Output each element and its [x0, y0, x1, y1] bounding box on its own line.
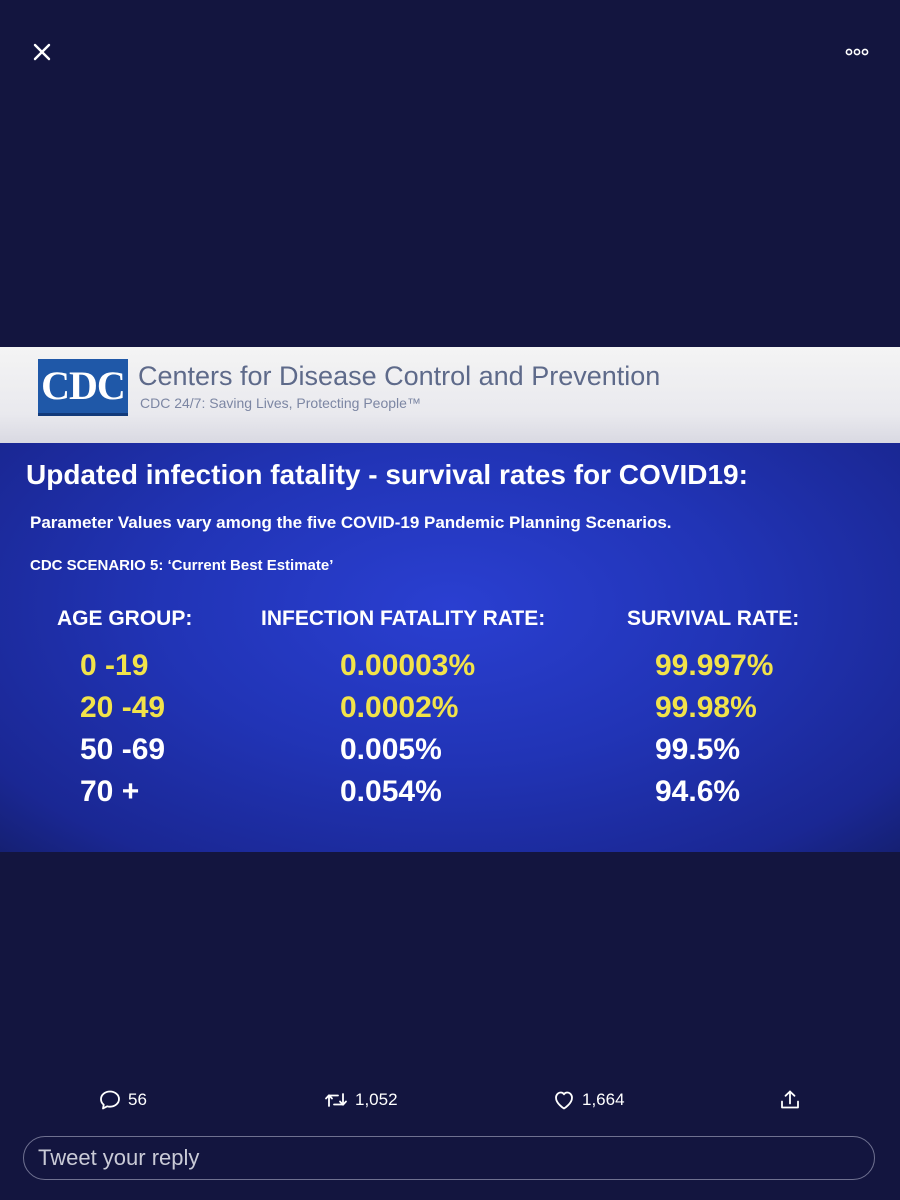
row-age: 50 -69 — [80, 733, 166, 766]
reply-icon — [100, 1090, 120, 1110]
like-count: 1,664 — [582, 1090, 625, 1109]
row-survival: 94.6% — [655, 775, 741, 808]
row-age: 70 + — [80, 775, 140, 808]
reply-input[interactable] — [23, 1136, 875, 1180]
row-survival: 99.5% — [655, 733, 741, 766]
cdc-logo: CDC — [38, 359, 128, 416]
slide-subtitle: Parameter Values vary among the five COV… — [30, 513, 672, 532]
retweet-count: 1,052 — [355, 1090, 398, 1109]
tweet-action-bar: 56 1,052 1,664 — [0, 1082, 900, 1118]
more-options-button[interactable] — [844, 42, 870, 62]
share-icon — [781, 1090, 799, 1109]
close-button[interactable] — [28, 38, 56, 66]
row-survival: 99.98% — [655, 691, 757, 724]
row-age: 20 -49 — [80, 691, 166, 724]
row-survival: 99.997% — [655, 649, 774, 682]
org-name: Centers for Disease Control and Preventi… — [138, 361, 661, 391]
slide-scenario: CDC SCENARIO 5: ‘Current Best Estimate’ — [30, 557, 334, 574]
slide-title: Updated infection fatality - survival ra… — [26, 459, 748, 490]
column-header-survival: SURVIVAL RATE: — [627, 607, 800, 630]
slide-body: Updated infection fatality - survival ra… — [0, 443, 900, 852]
row-ifr: 0.0002% — [340, 691, 459, 724]
column-header-age: AGE GROUP: — [57, 607, 193, 630]
row-ifr: 0.00003% — [340, 649, 476, 682]
close-icon — [33, 43, 51, 61]
like-icon — [555, 1091, 573, 1110]
org-tagline: CDC 24/7: Saving Lives, Protecting Peopl… — [140, 395, 421, 411]
row-ifr: 0.005% — [340, 733, 442, 766]
retweet-icon — [325, 1093, 347, 1107]
tweet-photo[interactable]: CDC Centers for Disease Control and Prev… — [0, 347, 900, 852]
reply-button[interactable]: 56 — [98, 1082, 147, 1118]
row-ifr: 0.054% — [340, 775, 442, 808]
retweet-button[interactable]: 1,052 — [323, 1082, 398, 1118]
row-age: 0 -19 — [80, 649, 149, 682]
slide-header: CDC Centers for Disease Control and Prev… — [0, 347, 900, 443]
share-button[interactable] — [778, 1082, 802, 1118]
more-options-icon — [845, 48, 869, 56]
reply-count: 56 — [128, 1090, 147, 1109]
like-button[interactable]: 1,664 — [552, 1082, 625, 1118]
column-header-ifr: INFECTION FATALITY RATE: — [261, 607, 546, 630]
